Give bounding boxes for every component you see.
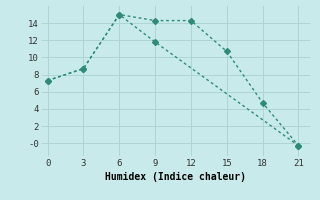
X-axis label: Humidex (Indice chaleur): Humidex (Indice chaleur) [106,172,246,182]
